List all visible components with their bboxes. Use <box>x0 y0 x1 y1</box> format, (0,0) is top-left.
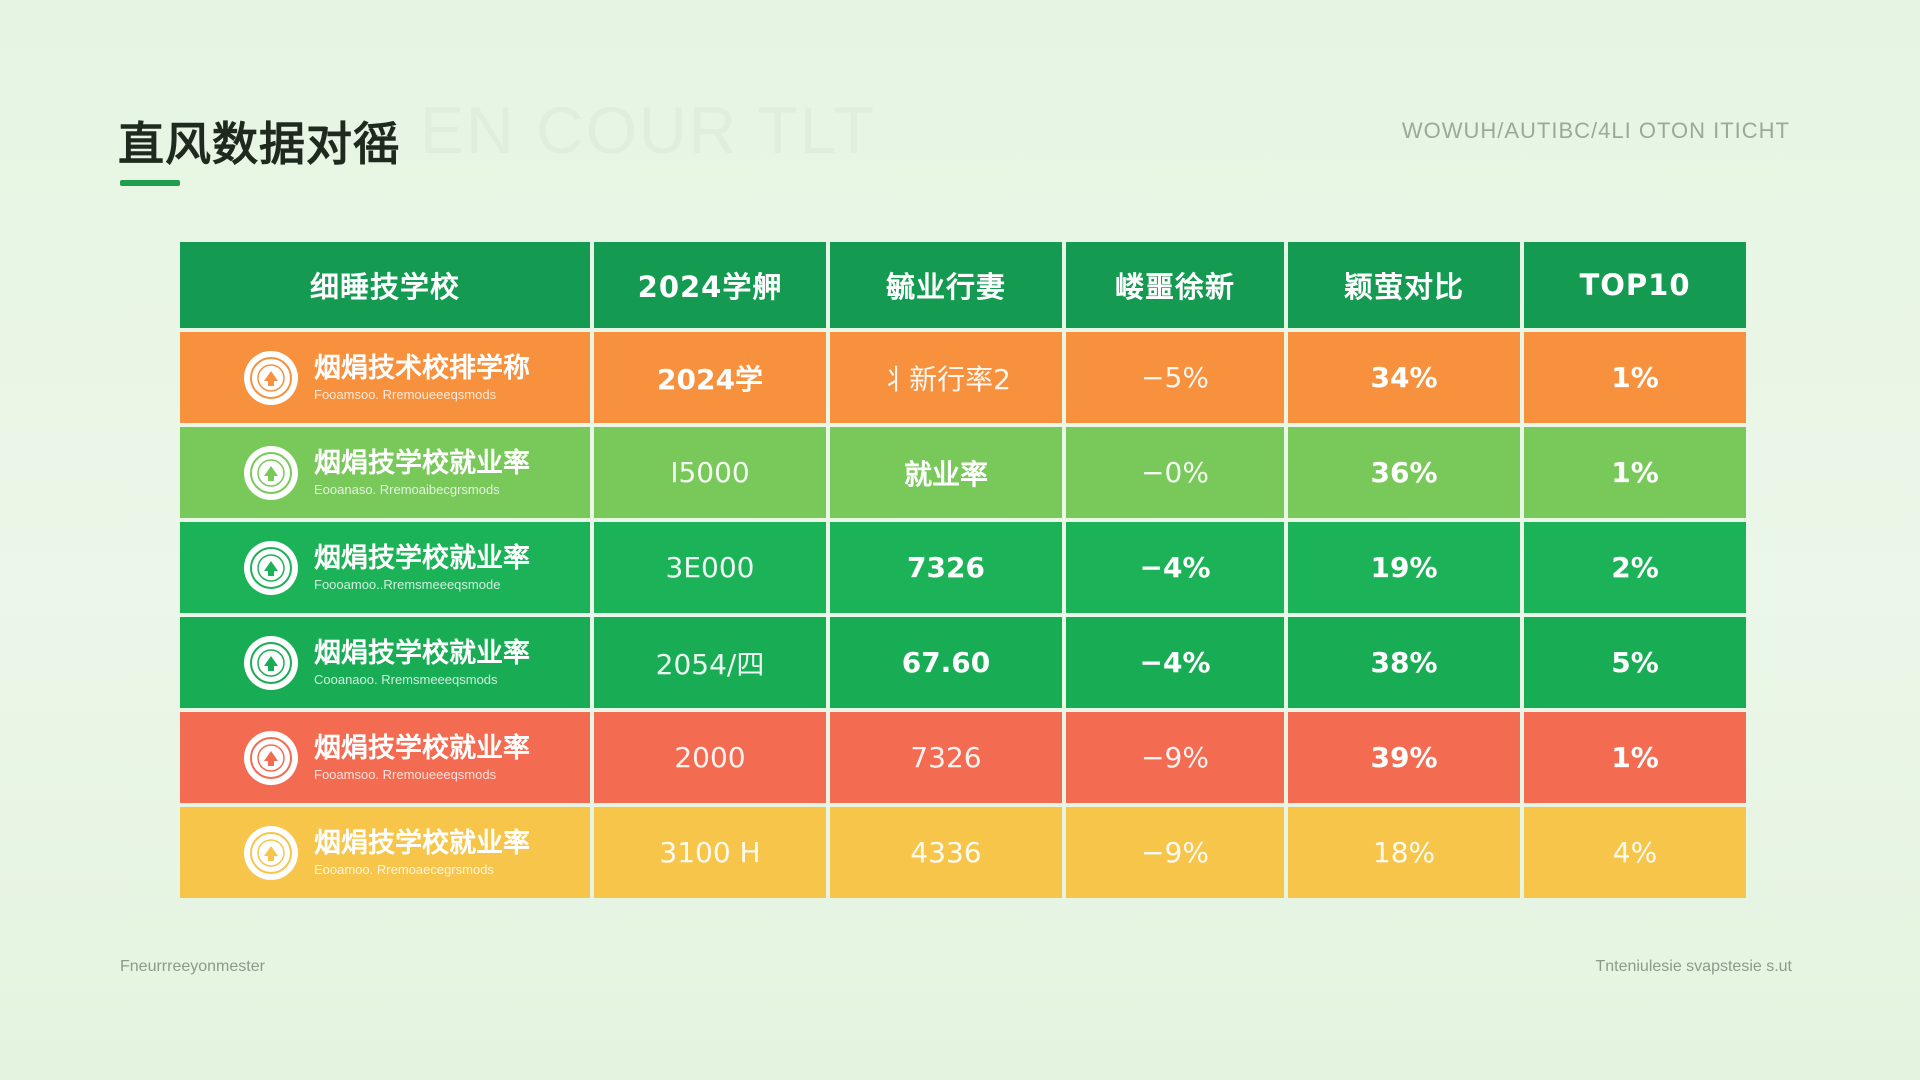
page-subtitle: WOWUH/AUTIBC/4LI OTON ITICHT <box>1401 118 1790 143</box>
table-cell: 2024学 <box>594 332 826 423</box>
table-cell: 1% <box>1524 332 1746 423</box>
table-cell: −4% <box>1066 617 1284 708</box>
school-name: 烟焆技学校就业率 <box>314 542 530 574</box>
table-header-col5: 颖萤对比 <box>1288 242 1520 328</box>
school-emblem-icon <box>244 635 298 690</box>
school-name: 烟焆技学校就业率 <box>314 637 530 669</box>
footer-left-text: Fneurrreeyonmester <box>120 958 265 975</box>
school-subtitle: Foooamoo..Rremsmeeeqsmode <box>314 576 501 592</box>
table-cell: 4336 <box>830 807 1062 898</box>
table-cell: −0% <box>1066 427 1284 518</box>
table-cell: 1% <box>1524 712 1746 803</box>
background-watermark: EN COUR TLT <box>420 93 876 167</box>
table-header-col4: 嵝噩徐新 <box>1066 242 1284 328</box>
school-emblem-icon <box>244 540 298 595</box>
table-cell: 2% <box>1524 522 1746 613</box>
table-cell: I5000 <box>594 427 826 518</box>
table-cell: 39% <box>1288 712 1520 803</box>
table-cell: 2054/四 <box>594 617 826 708</box>
table-cell: 2000 <box>594 712 826 803</box>
table-cell: 3E000 <box>594 522 826 613</box>
table-cell: −9% <box>1066 807 1284 898</box>
school-subtitle: Fooamsoo. Rremoueeeqsmods <box>314 386 497 402</box>
table-header-top10: TOP10 <box>1524 242 1746 328</box>
school-subtitle: Cooanaoo. Rremsmeeeqsmods <box>314 671 498 687</box>
school-subtitle: Fooamsoo. Rremoueeeqsmods <box>314 766 497 782</box>
table-header-col2: 2024学舺 <box>594 242 826 328</box>
table-row-6-school: 烟焆技学校就业率 Eooamoo. Rremoaecegrsmods <box>180 807 590 898</box>
table-cell: 5% <box>1524 617 1746 708</box>
table-cell: 7326 <box>830 522 1062 613</box>
table-cell: −4% <box>1066 522 1284 613</box>
school-emblem-icon <box>244 445 298 500</box>
table-cell: 7326 <box>830 712 1062 803</box>
table-header-col3: 毓业行妻 <box>830 242 1062 328</box>
page-title: 直风数据对徭 <box>118 117 400 171</box>
school-emblem-icon <box>244 350 298 405</box>
table-cell: 19% <box>1288 522 1520 613</box>
school-name: 烟焆技学校就业率 <box>314 827 530 859</box>
title-underline <box>120 180 180 186</box>
table-row-2-school: 烟焆技学校就业率 Eooanaso. Rremoaibecgrsmods <box>180 427 590 518</box>
school-name: 烟焆技学校就业率 <box>314 447 530 479</box>
footer-right-text: Tnteniulesie svapstesie s.ut <box>1595 958 1792 975</box>
table-cell: −9% <box>1066 712 1284 803</box>
table-cell: 67.60 <box>830 617 1062 708</box>
school-name: 烟焆技学校就业率 <box>314 732 530 764</box>
table-cell: −5% <box>1066 332 1284 423</box>
school-subtitle: Eooanaso. Rremoaibecgrsmods <box>314 481 500 497</box>
table-cell: 1% <box>1524 427 1746 518</box>
comparison-table: 细睡技学校 2024学舺 毓业行妻 嵝噩徐新 颖萤对比 TOP10 烟焆技术校排… <box>180 242 1746 898</box>
table-row-1-school: 烟焆技术校排学称 Fooamsoo. Rremoueeeqsmods <box>180 332 590 423</box>
table-row-3-school: 烟焆技学校就业率 Foooamoo..Rremsmeeeqsmode <box>180 522 590 613</box>
table-cell: 3100 H <box>594 807 826 898</box>
school-emblem-icon <box>244 730 298 785</box>
table-cell: 36% <box>1288 427 1520 518</box>
table-cell: 丬新行率2 <box>830 332 1062 423</box>
table-cell: 4% <box>1524 807 1746 898</box>
school-subtitle: Eooamoo. Rremoaecegrsmods <box>314 861 494 877</box>
table-cell: 38% <box>1288 617 1520 708</box>
table-header-school: 细睡技学校 <box>180 242 590 328</box>
table-row-5-school: 烟焆技学校就业率 Fooamsoo. Rremoueeeqsmods <box>180 712 590 803</box>
table-cell: 34% <box>1288 332 1520 423</box>
table-cell: 18% <box>1288 807 1520 898</box>
table-cell: 就业率 <box>830 427 1062 518</box>
school-name: 烟焆技术校排学称 <box>314 352 530 384</box>
table-row-4-school: 烟焆技学校就业率 Cooanaoo. Rremsmeeeqsmods <box>180 617 590 708</box>
school-emblem-icon <box>244 825 298 880</box>
